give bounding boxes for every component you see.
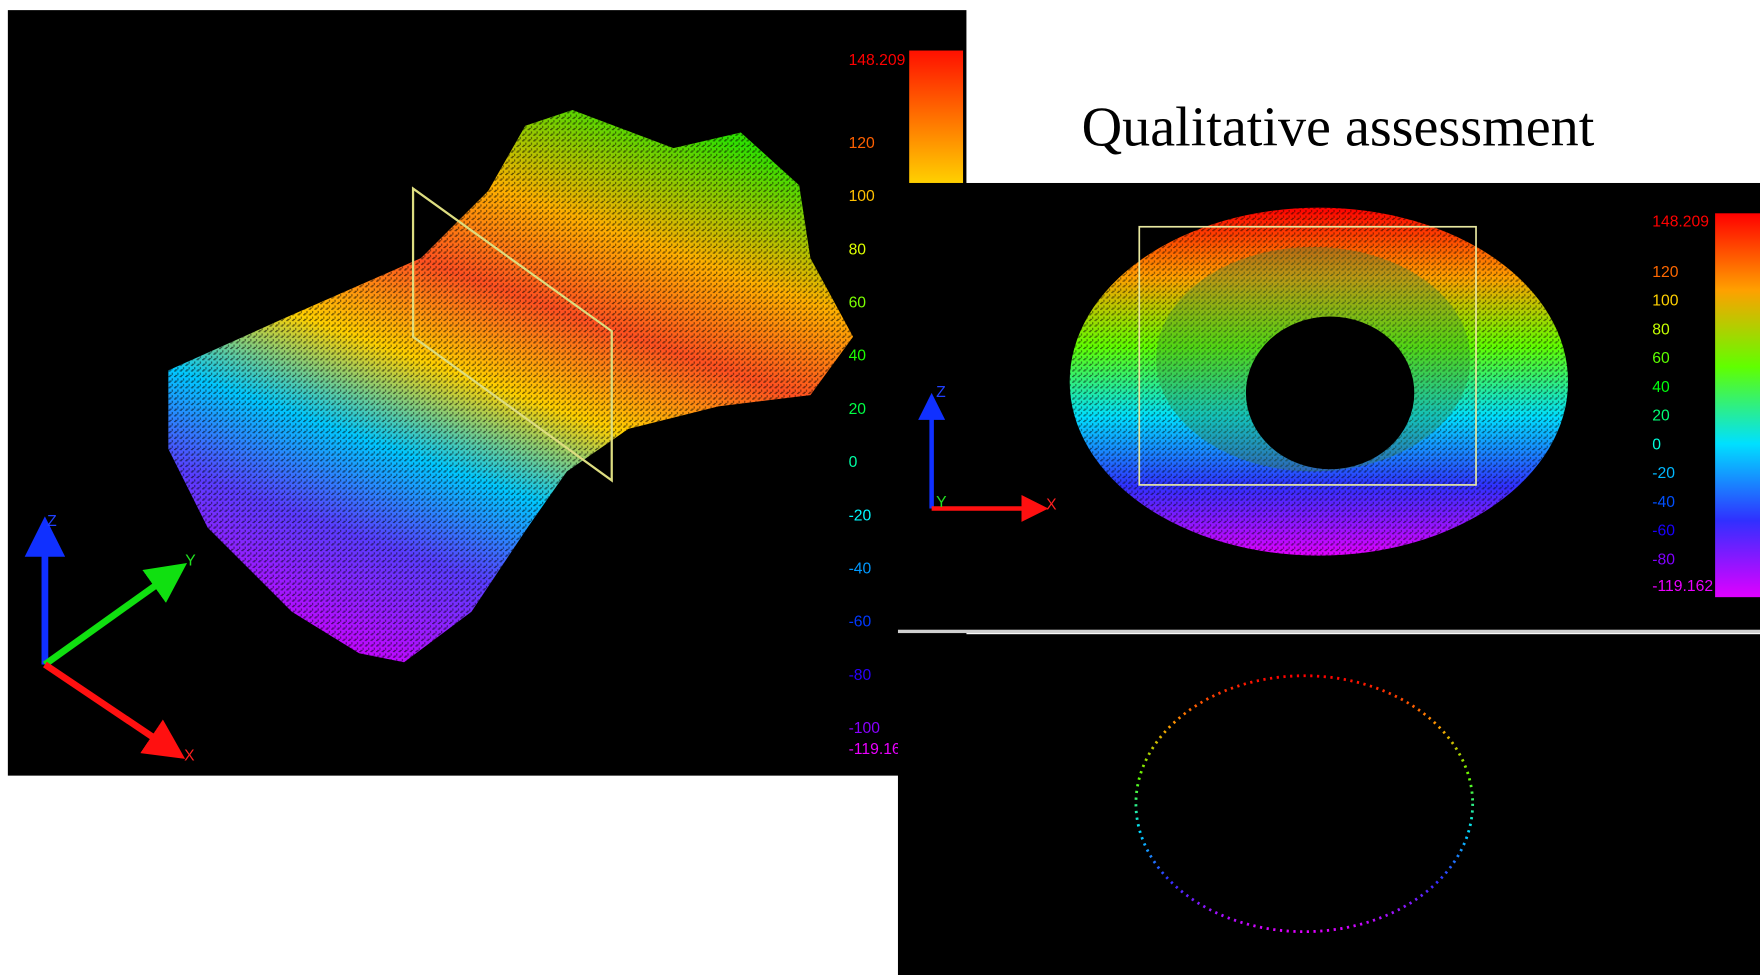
colorbar xyxy=(909,51,963,183)
colorbar-max: 148.209 xyxy=(1652,213,1709,230)
colorbar-tick: 100 xyxy=(849,188,875,205)
colorbar-tick: -60 xyxy=(849,614,872,631)
axis-label: Z xyxy=(936,384,946,401)
colorbar-tick: 60 xyxy=(849,294,867,311)
colorbar-tick: 20 xyxy=(1652,408,1670,425)
colorbar-tick: -60 xyxy=(1652,523,1675,540)
slide-title: Qualitative assessment xyxy=(1082,96,1595,158)
axis-label: Y xyxy=(936,494,947,511)
axis-label: X xyxy=(184,748,195,765)
colorbar-tick: -80 xyxy=(849,667,872,684)
colorbar xyxy=(1715,213,1760,597)
page: Z Y X 148.209 120 100 80 60 40 20 0 -20 -40 -60 -80… xyxy=(0,0,1760,975)
colorbar-tick: 120 xyxy=(849,135,875,152)
colorbar-tick: 40 xyxy=(849,348,867,365)
slide: Z Y X 148.209 120 100 80 60 40 20 0 -20 -40 -60 -80… xyxy=(0,0,1760,975)
colorbar-tick: 100 xyxy=(1652,293,1678,310)
right-view: Z Y X 148.209 120 100 80 60 40 20 0 -20 -40 -60 -80… xyxy=(898,183,1760,975)
left-view: Z Y X 148.209 120 100 80 60 40 20 0 -20 -40 -60 -80… xyxy=(8,10,967,776)
colorbar-tick: -20 xyxy=(1652,465,1675,482)
canal xyxy=(1246,317,1414,470)
axis-label: Y xyxy=(185,552,196,569)
axis-label: Z xyxy=(47,513,57,530)
colorbar-min: -119.162 xyxy=(1652,578,1713,595)
colorbar-tick: 0 xyxy=(849,454,858,471)
colorbar-tick: -40 xyxy=(1652,494,1675,511)
colorbar-tick: 60 xyxy=(1652,350,1670,367)
colorbar-tick: -20 xyxy=(849,507,872,524)
axis-label: X xyxy=(1046,496,1057,513)
colorbar-tick: 120 xyxy=(1652,264,1678,281)
section-panel xyxy=(898,634,1760,975)
colorbar-max: 148.209 xyxy=(849,52,906,69)
colorbar-tick: 80 xyxy=(1652,321,1670,338)
colorbar-tick: 0 xyxy=(1652,436,1661,453)
colorbar-tick: 80 xyxy=(849,241,867,258)
colorbar-tick: 40 xyxy=(1652,379,1670,396)
separator xyxy=(898,630,1760,633)
colorbar-tick: -40 xyxy=(849,560,872,577)
colorbar-tick: -100 xyxy=(849,720,881,737)
colorbar-tick: -80 xyxy=(1652,551,1675,568)
colorbar-tick: 20 xyxy=(849,401,867,418)
